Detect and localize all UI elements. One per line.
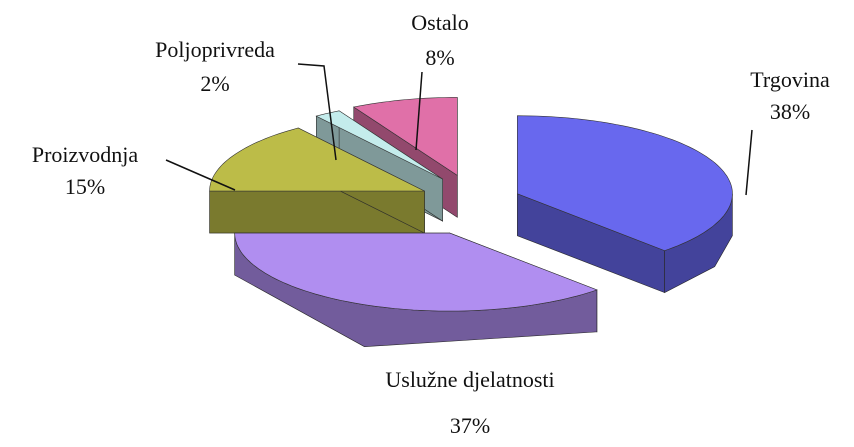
slice-top bbox=[517, 115, 733, 251]
slice bbox=[234, 232, 598, 348]
leader-line bbox=[745, 129, 753, 196]
value-label: 2% bbox=[200, 71, 229, 96]
slice-shade bbox=[517, 193, 665, 293]
slice bbox=[517, 115, 733, 294]
value-label: 15% bbox=[65, 174, 105, 199]
slice-shade bbox=[234, 233, 597, 347]
slice-label: Proizvodnja bbox=[32, 142, 139, 167]
slice-top bbox=[234, 232, 598, 312]
slice-top bbox=[315, 110, 443, 180]
slice-top bbox=[352, 97, 458, 176]
leader-line bbox=[165, 159, 236, 191]
leader-line bbox=[297, 63, 337, 161]
slice-label: Ostalo bbox=[411, 10, 468, 35]
slice bbox=[209, 127, 425, 234]
slice-label: Poljoprivreda bbox=[155, 37, 275, 62]
value-label: 38% bbox=[770, 99, 810, 124]
value-label: 37% bbox=[450, 413, 490, 438]
slice-label: Uslužne djelatnosti bbox=[385, 367, 554, 392]
slice-label: Trgovina bbox=[750, 67, 830, 92]
leader-line bbox=[415, 71, 423, 151]
value-label: 8% bbox=[425, 45, 454, 70]
slice-shade bbox=[664, 193, 733, 293]
